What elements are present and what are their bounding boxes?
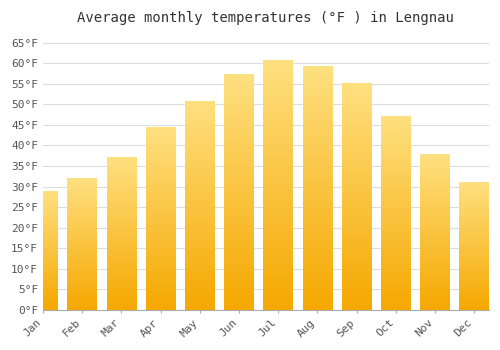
Title: Average monthly temperatures (°F ) in Lengnau: Average monthly temperatures (°F ) in Le… [78, 11, 454, 25]
